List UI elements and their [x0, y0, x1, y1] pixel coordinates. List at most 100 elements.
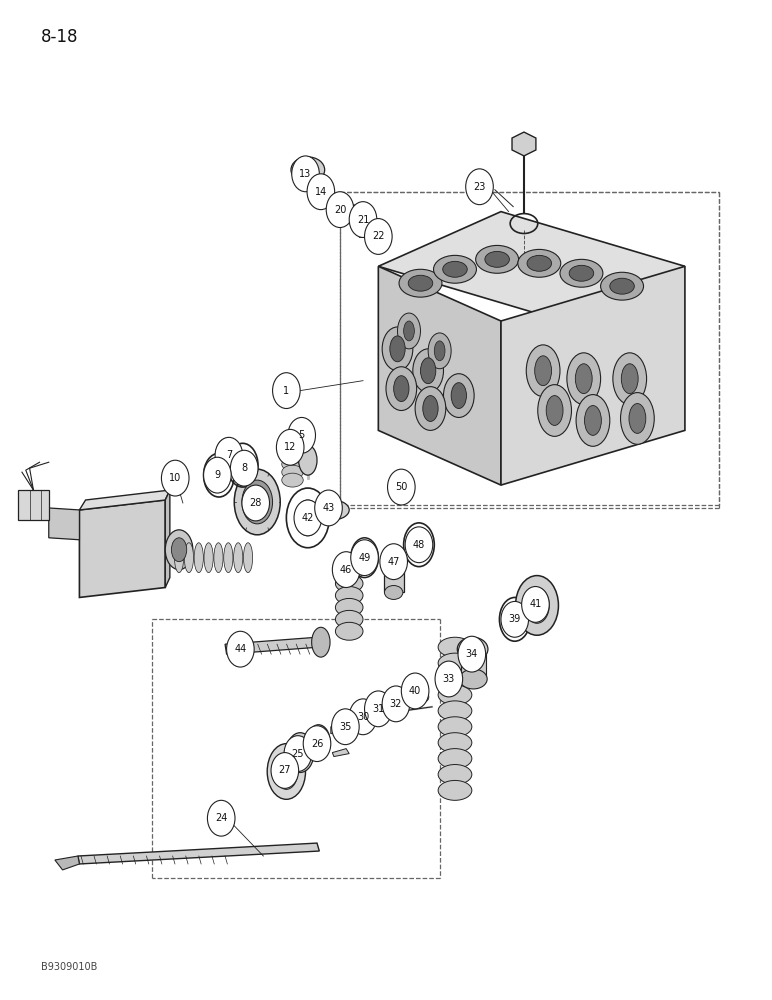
Circle shape: [161, 460, 189, 496]
Ellipse shape: [185, 543, 194, 573]
Bar: [359, 220, 365, 237]
Text: 34: 34: [466, 649, 478, 659]
Text: 32: 32: [390, 699, 402, 709]
Ellipse shape: [546, 396, 563, 425]
Circle shape: [204, 457, 231, 493]
Ellipse shape: [438, 637, 472, 657]
Text: 31: 31: [372, 704, 384, 714]
Polygon shape: [78, 843, 320, 864]
Ellipse shape: [282, 465, 303, 479]
Circle shape: [333, 552, 360, 588]
Ellipse shape: [423, 396, 438, 421]
Text: 8: 8: [241, 463, 247, 473]
Ellipse shape: [299, 163, 317, 177]
Ellipse shape: [299, 445, 317, 475]
Circle shape: [276, 429, 304, 465]
Ellipse shape: [457, 637, 488, 661]
Circle shape: [466, 169, 493, 205]
Ellipse shape: [438, 685, 472, 705]
Text: 48: 48: [413, 540, 425, 550]
Ellipse shape: [282, 473, 303, 487]
Ellipse shape: [316, 500, 349, 520]
Ellipse shape: [388, 705, 399, 717]
Ellipse shape: [165, 530, 193, 570]
Text: 20: 20: [334, 205, 346, 215]
Ellipse shape: [204, 543, 213, 573]
Ellipse shape: [282, 441, 303, 455]
Ellipse shape: [415, 387, 445, 430]
Ellipse shape: [525, 588, 549, 623]
Ellipse shape: [323, 505, 341, 515]
Ellipse shape: [576, 395, 610, 446]
Text: 33: 33: [442, 674, 455, 684]
Ellipse shape: [335, 575, 363, 592]
Ellipse shape: [386, 367, 417, 410]
Ellipse shape: [413, 349, 443, 393]
Circle shape: [215, 437, 242, 473]
Text: 50: 50: [395, 482, 408, 492]
Circle shape: [292, 156, 320, 192]
Text: B9309010B: B9309010B: [41, 962, 97, 972]
Text: 30: 30: [357, 712, 369, 722]
Ellipse shape: [527, 255, 551, 271]
Circle shape: [288, 417, 316, 453]
Circle shape: [364, 691, 392, 727]
Ellipse shape: [335, 563, 363, 581]
Ellipse shape: [394, 376, 409, 402]
Ellipse shape: [399, 269, 442, 297]
Ellipse shape: [435, 341, 445, 361]
Ellipse shape: [601, 272, 644, 300]
Circle shape: [435, 661, 462, 697]
Ellipse shape: [443, 374, 474, 417]
Ellipse shape: [286, 733, 314, 772]
Ellipse shape: [408, 683, 426, 699]
Circle shape: [401, 673, 429, 709]
Ellipse shape: [404, 321, 415, 341]
Circle shape: [405, 527, 433, 563]
Bar: [384, 555, 404, 592]
Polygon shape: [225, 637, 319, 654]
Ellipse shape: [384, 586, 403, 599]
Ellipse shape: [335, 598, 363, 616]
Ellipse shape: [282, 457, 303, 471]
Ellipse shape: [459, 669, 487, 689]
Circle shape: [332, 709, 359, 745]
Ellipse shape: [291, 157, 325, 183]
Ellipse shape: [420, 692, 429, 702]
Text: 13: 13: [300, 169, 312, 179]
Ellipse shape: [408, 275, 433, 291]
Ellipse shape: [438, 765, 472, 784]
Circle shape: [382, 686, 410, 722]
Text: 25: 25: [292, 749, 304, 759]
Text: 28: 28: [249, 498, 262, 508]
Text: 14: 14: [315, 187, 327, 197]
Text: 9: 9: [215, 470, 221, 480]
Circle shape: [315, 490, 342, 526]
Circle shape: [364, 219, 392, 254]
Text: 12: 12: [284, 442, 296, 452]
Text: 40: 40: [409, 686, 422, 696]
Ellipse shape: [307, 725, 330, 759]
Ellipse shape: [242, 480, 273, 524]
Circle shape: [349, 699, 377, 735]
Ellipse shape: [428, 333, 451, 369]
Ellipse shape: [371, 709, 382, 721]
Circle shape: [501, 601, 529, 637]
Text: 43: 43: [323, 503, 334, 513]
Ellipse shape: [438, 669, 472, 689]
Ellipse shape: [613, 353, 647, 405]
Ellipse shape: [621, 364, 638, 394]
Polygon shape: [80, 490, 170, 510]
Polygon shape: [501, 266, 685, 485]
Ellipse shape: [267, 744, 306, 799]
Text: 10: 10: [169, 473, 181, 483]
Polygon shape: [378, 212, 685, 321]
Ellipse shape: [335, 622, 363, 640]
Text: 46: 46: [340, 565, 352, 575]
Polygon shape: [512, 132, 536, 156]
Ellipse shape: [535, 356, 551, 386]
Circle shape: [388, 469, 415, 505]
Ellipse shape: [335, 610, 363, 628]
Text: 27: 27: [279, 765, 291, 775]
Circle shape: [294, 500, 322, 536]
